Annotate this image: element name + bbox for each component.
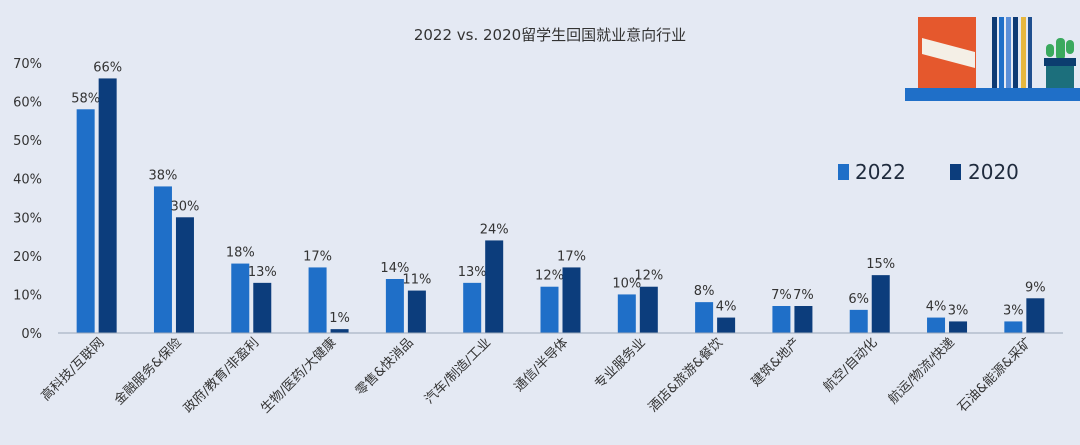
bar-2020 bbox=[330, 329, 349, 333]
y-tick-label: 70% bbox=[13, 57, 42, 72]
x-tick-label: 高科技/互联网 bbox=[38, 335, 108, 405]
bar-2022 bbox=[695, 302, 714, 333]
bar-2022 bbox=[76, 109, 95, 334]
bar-2020 bbox=[794, 306, 813, 333]
bar-2020 bbox=[871, 275, 890, 333]
x-tick-label: 石油&能源&采矿 bbox=[955, 335, 1035, 415]
data-label-2020: 4% bbox=[716, 300, 737, 315]
bar-2020 bbox=[407, 290, 426, 333]
x-tick-label: 金融服务&保险 bbox=[111, 335, 185, 409]
chart-title: 2022 vs. 2020留学生回国就业意向行业 bbox=[414, 26, 686, 44]
data-label-2020: 12% bbox=[634, 269, 663, 284]
data-label-2022: 6% bbox=[848, 292, 869, 307]
x-tick-label: 汽车/制造/工业 bbox=[421, 335, 494, 408]
data-label-2020: 24% bbox=[480, 222, 509, 237]
bar-2022 bbox=[385, 279, 404, 333]
legend-swatch-2020 bbox=[950, 164, 961, 180]
bar-2022 bbox=[540, 286, 559, 333]
x-tick-label: 通信/半导体 bbox=[512, 335, 572, 395]
cactus-plant-icon bbox=[1044, 38, 1076, 88]
legend: 2022 2020 bbox=[838, 160, 1019, 184]
data-label-2020: 13% bbox=[248, 265, 277, 280]
data-label-2020: 17% bbox=[557, 249, 586, 264]
data-label-2022: 12% bbox=[535, 269, 564, 284]
shelf-board bbox=[905, 88, 1080, 101]
data-label-2022: 17% bbox=[303, 249, 332, 264]
standing-books-icon bbox=[992, 17, 1032, 88]
x-tick-label: 政府/教育/非盈利 bbox=[180, 335, 262, 417]
bar-2022 bbox=[772, 306, 791, 333]
data-label-2020: 9% bbox=[1025, 280, 1046, 295]
bar-2022 bbox=[153, 186, 172, 333]
x-tick-label: 专业服务业 bbox=[591, 335, 648, 392]
bar-2020 bbox=[562, 267, 581, 333]
data-label-2022: 13% bbox=[458, 265, 487, 280]
legend-label-2020: 2020 bbox=[968, 160, 1019, 184]
data-label-2020: 11% bbox=[402, 273, 431, 288]
bar-2020 bbox=[253, 282, 272, 333]
bar-2020 bbox=[639, 286, 658, 333]
data-label-2020: 30% bbox=[171, 199, 200, 214]
data-label-2022: 4% bbox=[926, 300, 947, 315]
y-tick-label: 40% bbox=[13, 173, 42, 188]
data-label-2020: 7% bbox=[793, 288, 814, 303]
orange-book-icon bbox=[918, 17, 976, 88]
y-axis: 0% 10% 20% 30% 40% 50% 60% 70% bbox=[13, 57, 42, 342]
data-label-2022: 10% bbox=[612, 276, 641, 291]
bar-2020 bbox=[717, 317, 736, 333]
data-label-2020: 3% bbox=[948, 303, 969, 318]
bar-2022 bbox=[308, 267, 327, 333]
bar-2020 bbox=[949, 321, 968, 333]
legend-swatch-2022 bbox=[838, 164, 849, 180]
bookshelf-illustration bbox=[905, 17, 1080, 101]
data-label-2022: 7% bbox=[771, 288, 792, 303]
data-label-2022: 8% bbox=[694, 284, 715, 299]
y-tick-label: 0% bbox=[21, 327, 42, 342]
data-label-2022: 38% bbox=[149, 168, 178, 183]
bar-2022 bbox=[927, 317, 946, 333]
bar-2022 bbox=[463, 282, 482, 333]
bar-2022 bbox=[849, 309, 868, 333]
y-tick-label: 60% bbox=[13, 96, 42, 111]
bar-2020 bbox=[175, 217, 194, 333]
data-label-2022: 18% bbox=[226, 246, 255, 261]
y-tick-label: 30% bbox=[13, 211, 42, 226]
bar-2022 bbox=[1004, 321, 1023, 333]
x-tick-label: 建筑&地产 bbox=[748, 335, 803, 390]
data-label-2020: 1% bbox=[329, 311, 350, 326]
bar-2022 bbox=[231, 263, 250, 333]
x-tick-label: 酒店&旅游&餐饮 bbox=[645, 335, 726, 416]
data-label-2022: 3% bbox=[1003, 303, 1024, 318]
bar-2022 bbox=[617, 294, 636, 333]
y-tick-label: 10% bbox=[13, 288, 42, 303]
bar-2020 bbox=[98, 78, 117, 333]
x-tick-label: 零售&快消品 bbox=[352, 335, 416, 399]
y-tick-label: 50% bbox=[13, 134, 42, 149]
y-tick-label: 20% bbox=[13, 250, 42, 265]
data-label-2020: 66% bbox=[93, 60, 122, 75]
legend-label-2022: 2022 bbox=[855, 160, 906, 184]
data-label-2020: 15% bbox=[866, 257, 895, 272]
bars: 58% 66% 38% 30% 18% 13% 17% 1% 14%11% 13% 24% 12% 17… bbox=[71, 60, 1046, 334]
bar-2020 bbox=[485, 240, 504, 333]
data-label-2022: 58% bbox=[71, 91, 100, 106]
x-tick-label: 航运/物流/快递 bbox=[885, 335, 958, 408]
data-label-2022: 14% bbox=[380, 261, 409, 276]
bar-2020 bbox=[1026, 298, 1045, 333]
x-tick-label: 航空/自动化 bbox=[820, 335, 880, 395]
x-tick-label: 生物/医药/大健康 bbox=[258, 335, 340, 417]
